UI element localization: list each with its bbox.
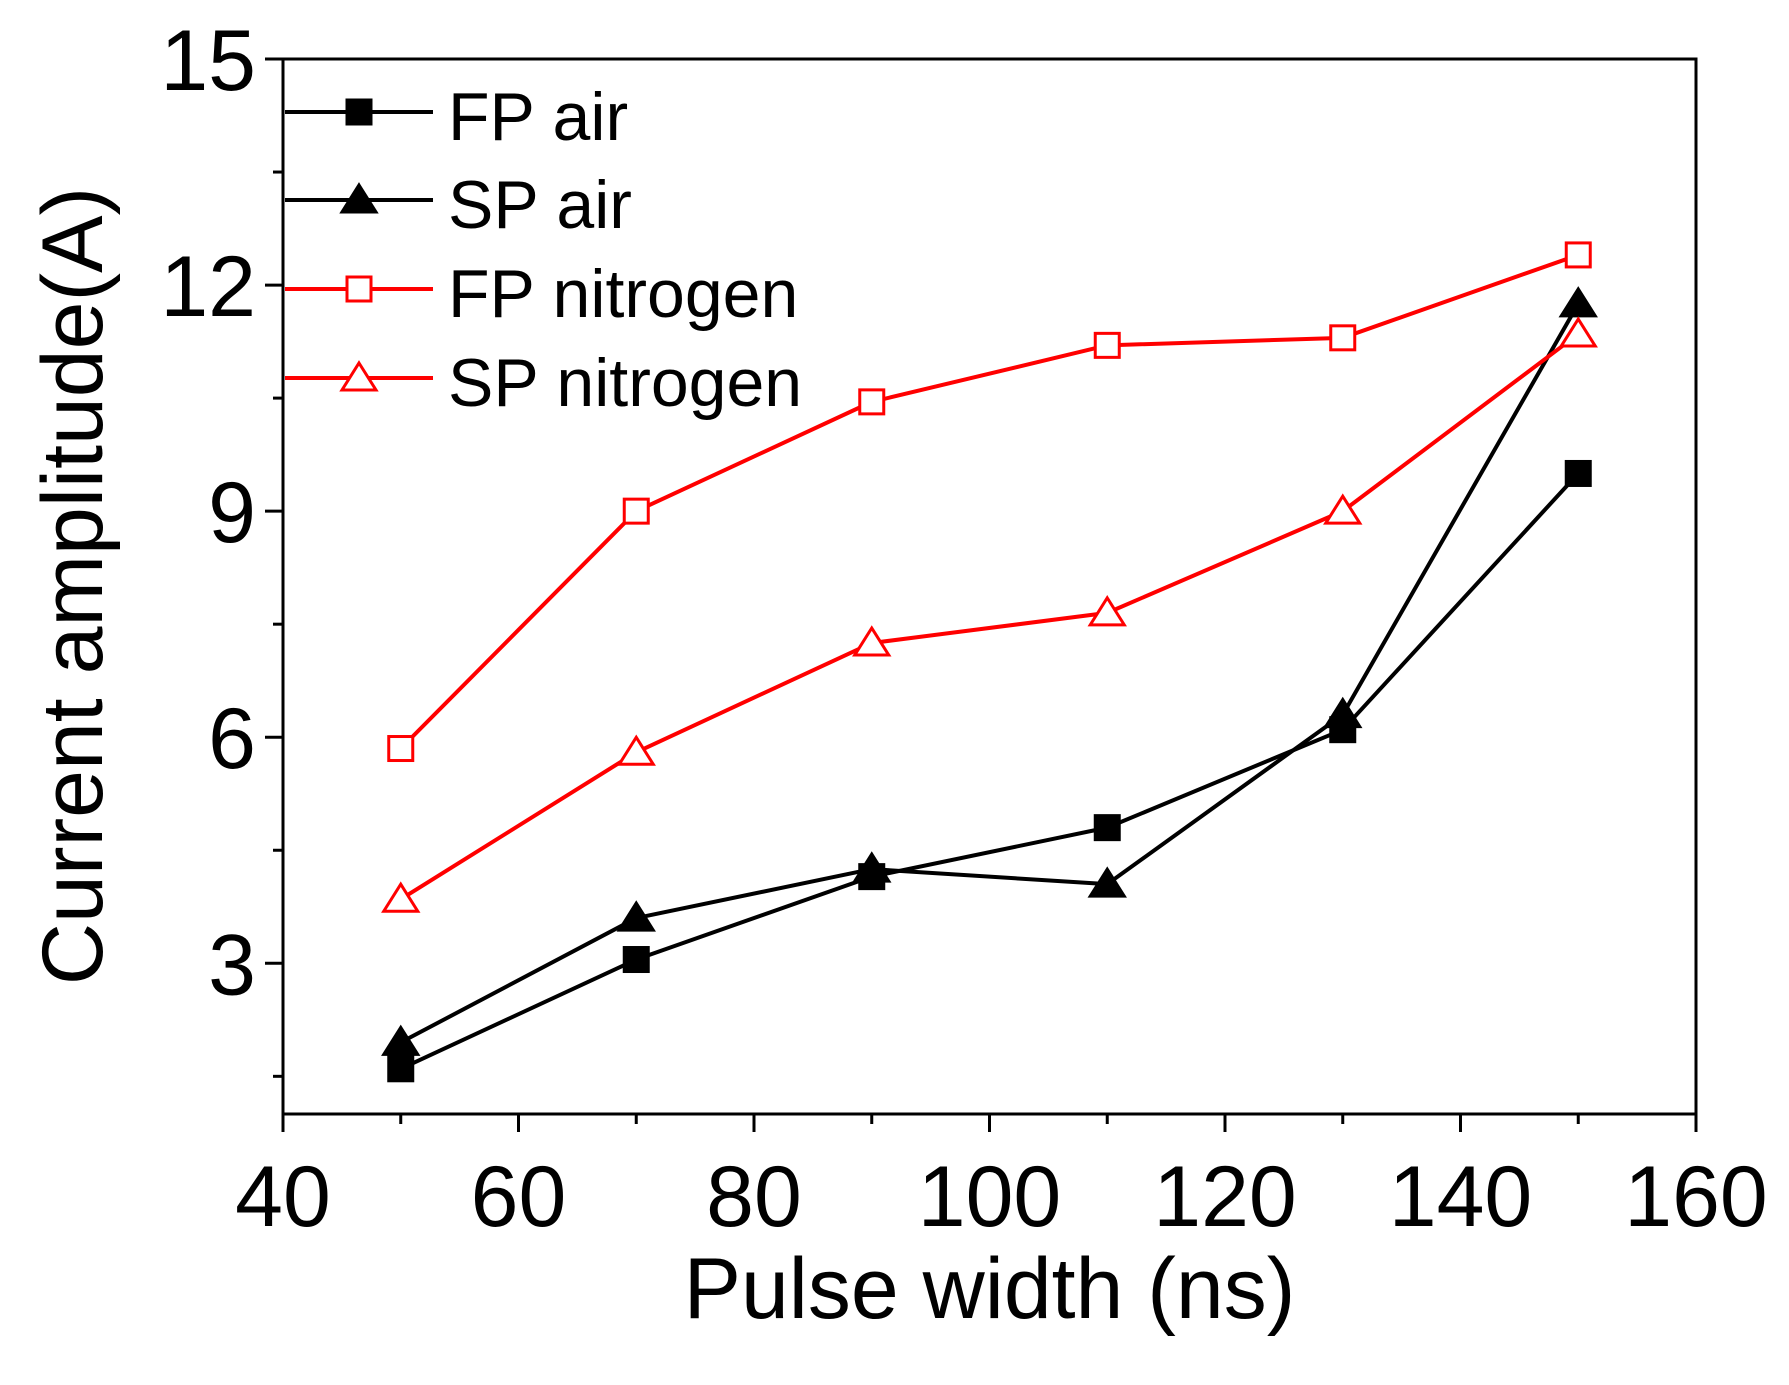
x-tick-label: 120 [1153, 1149, 1297, 1245]
data-point-fp-nitrogen [858, 388, 886, 416]
legend-item-sp-nitrogen: SP nitrogen [285, 345, 802, 421]
data-point-sp-air [1558, 286, 1598, 318]
legend-marker-fp-air [345, 98, 373, 126]
legend-item-fp-air: FP air [285, 79, 628, 155]
data-point-fp-nitrogen [387, 735, 415, 763]
legend-item-sp-air: SP air [285, 167, 632, 243]
y-tick-label: 6 [208, 691, 256, 787]
y-tick-label: 9 [208, 465, 256, 561]
data-point-sp-nitrogen [1323, 493, 1363, 525]
data-point-fp-air [1093, 814, 1121, 842]
series-line-fp-air [399, 472, 1580, 1071]
data-point-fp-nitrogen [1564, 241, 1592, 269]
series-fp-air [387, 459, 1592, 1083]
legend-label-fp-nitrogen: FP nitrogen [448, 256, 798, 332]
x-tick-label: 40 [235, 1149, 331, 1245]
series-line-sp-nitrogen [399, 332, 1580, 901]
legend-marker-sp-air [339, 182, 379, 214]
x-tick-label: 80 [706, 1149, 802, 1245]
x-tick-label: 100 [918, 1149, 1062, 1245]
y-axis-label: Current amplitude(A) [25, 187, 121, 985]
x-tick-label: 140 [1389, 1149, 1533, 1245]
series-layer [381, 241, 1598, 1083]
data-point-sp-nitrogen [1558, 316, 1598, 348]
y-tick-label: 12 [160, 239, 256, 335]
axis-ticks [265, 57, 1698, 1132]
x-tick-label: 60 [471, 1149, 567, 1245]
y-tick-label: 3 [208, 917, 256, 1013]
data-point-fp-nitrogen [622, 497, 650, 525]
legend-label-fp-air: FP air [448, 79, 628, 155]
data-point-sp-air [381, 1024, 421, 1056]
x-tick-label: 160 [1624, 1149, 1768, 1245]
legend-label-sp-nitrogen: SP nitrogen [448, 345, 802, 421]
data-point-sp-nitrogen [852, 625, 892, 657]
series-line-sp-air [399, 302, 1580, 1045]
data-point-sp-nitrogen [616, 734, 656, 766]
data-point-sp-air [1323, 696, 1363, 729]
series-sp-nitrogen [381, 316, 1598, 913]
x-axis-label: Pulse width (ns) [684, 1241, 1296, 1337]
data-point-sp-air [852, 851, 892, 883]
data-point-fp-air [622, 946, 650, 974]
axis-tick-labels: 40 60 80 100 120 140 160 3 6 9 12 15 [160, 13, 1767, 1245]
series-sp-air [381, 286, 1598, 1056]
series-line-fp-nitrogen [399, 253, 1579, 750]
legend-item-fp-nitrogen: FP nitrogen [285, 256, 798, 332]
data-point-fp-nitrogen [1093, 331, 1121, 359]
data-point-sp-air [616, 900, 656, 932]
data-point-sp-air [1087, 866, 1127, 898]
data-point-fp-nitrogen [1329, 324, 1357, 352]
data-point-sp-nitrogen [1087, 595, 1127, 627]
data-point-sp-nitrogen [381, 881, 421, 913]
legend-marker-fp-nitrogen [345, 275, 373, 303]
legend-label-sp-air: SP air [448, 167, 632, 243]
data-point-fp-air [1564, 459, 1592, 487]
series-fp-nitrogen [387, 241, 1592, 763]
legend-marker-sp-nitrogen [339, 360, 379, 392]
data-point-fp-air [387, 1055, 415, 1083]
y-tick-label: 15 [160, 13, 256, 109]
legend: FP air SP air FP nitrogen SP nitrogen [285, 79, 802, 421]
